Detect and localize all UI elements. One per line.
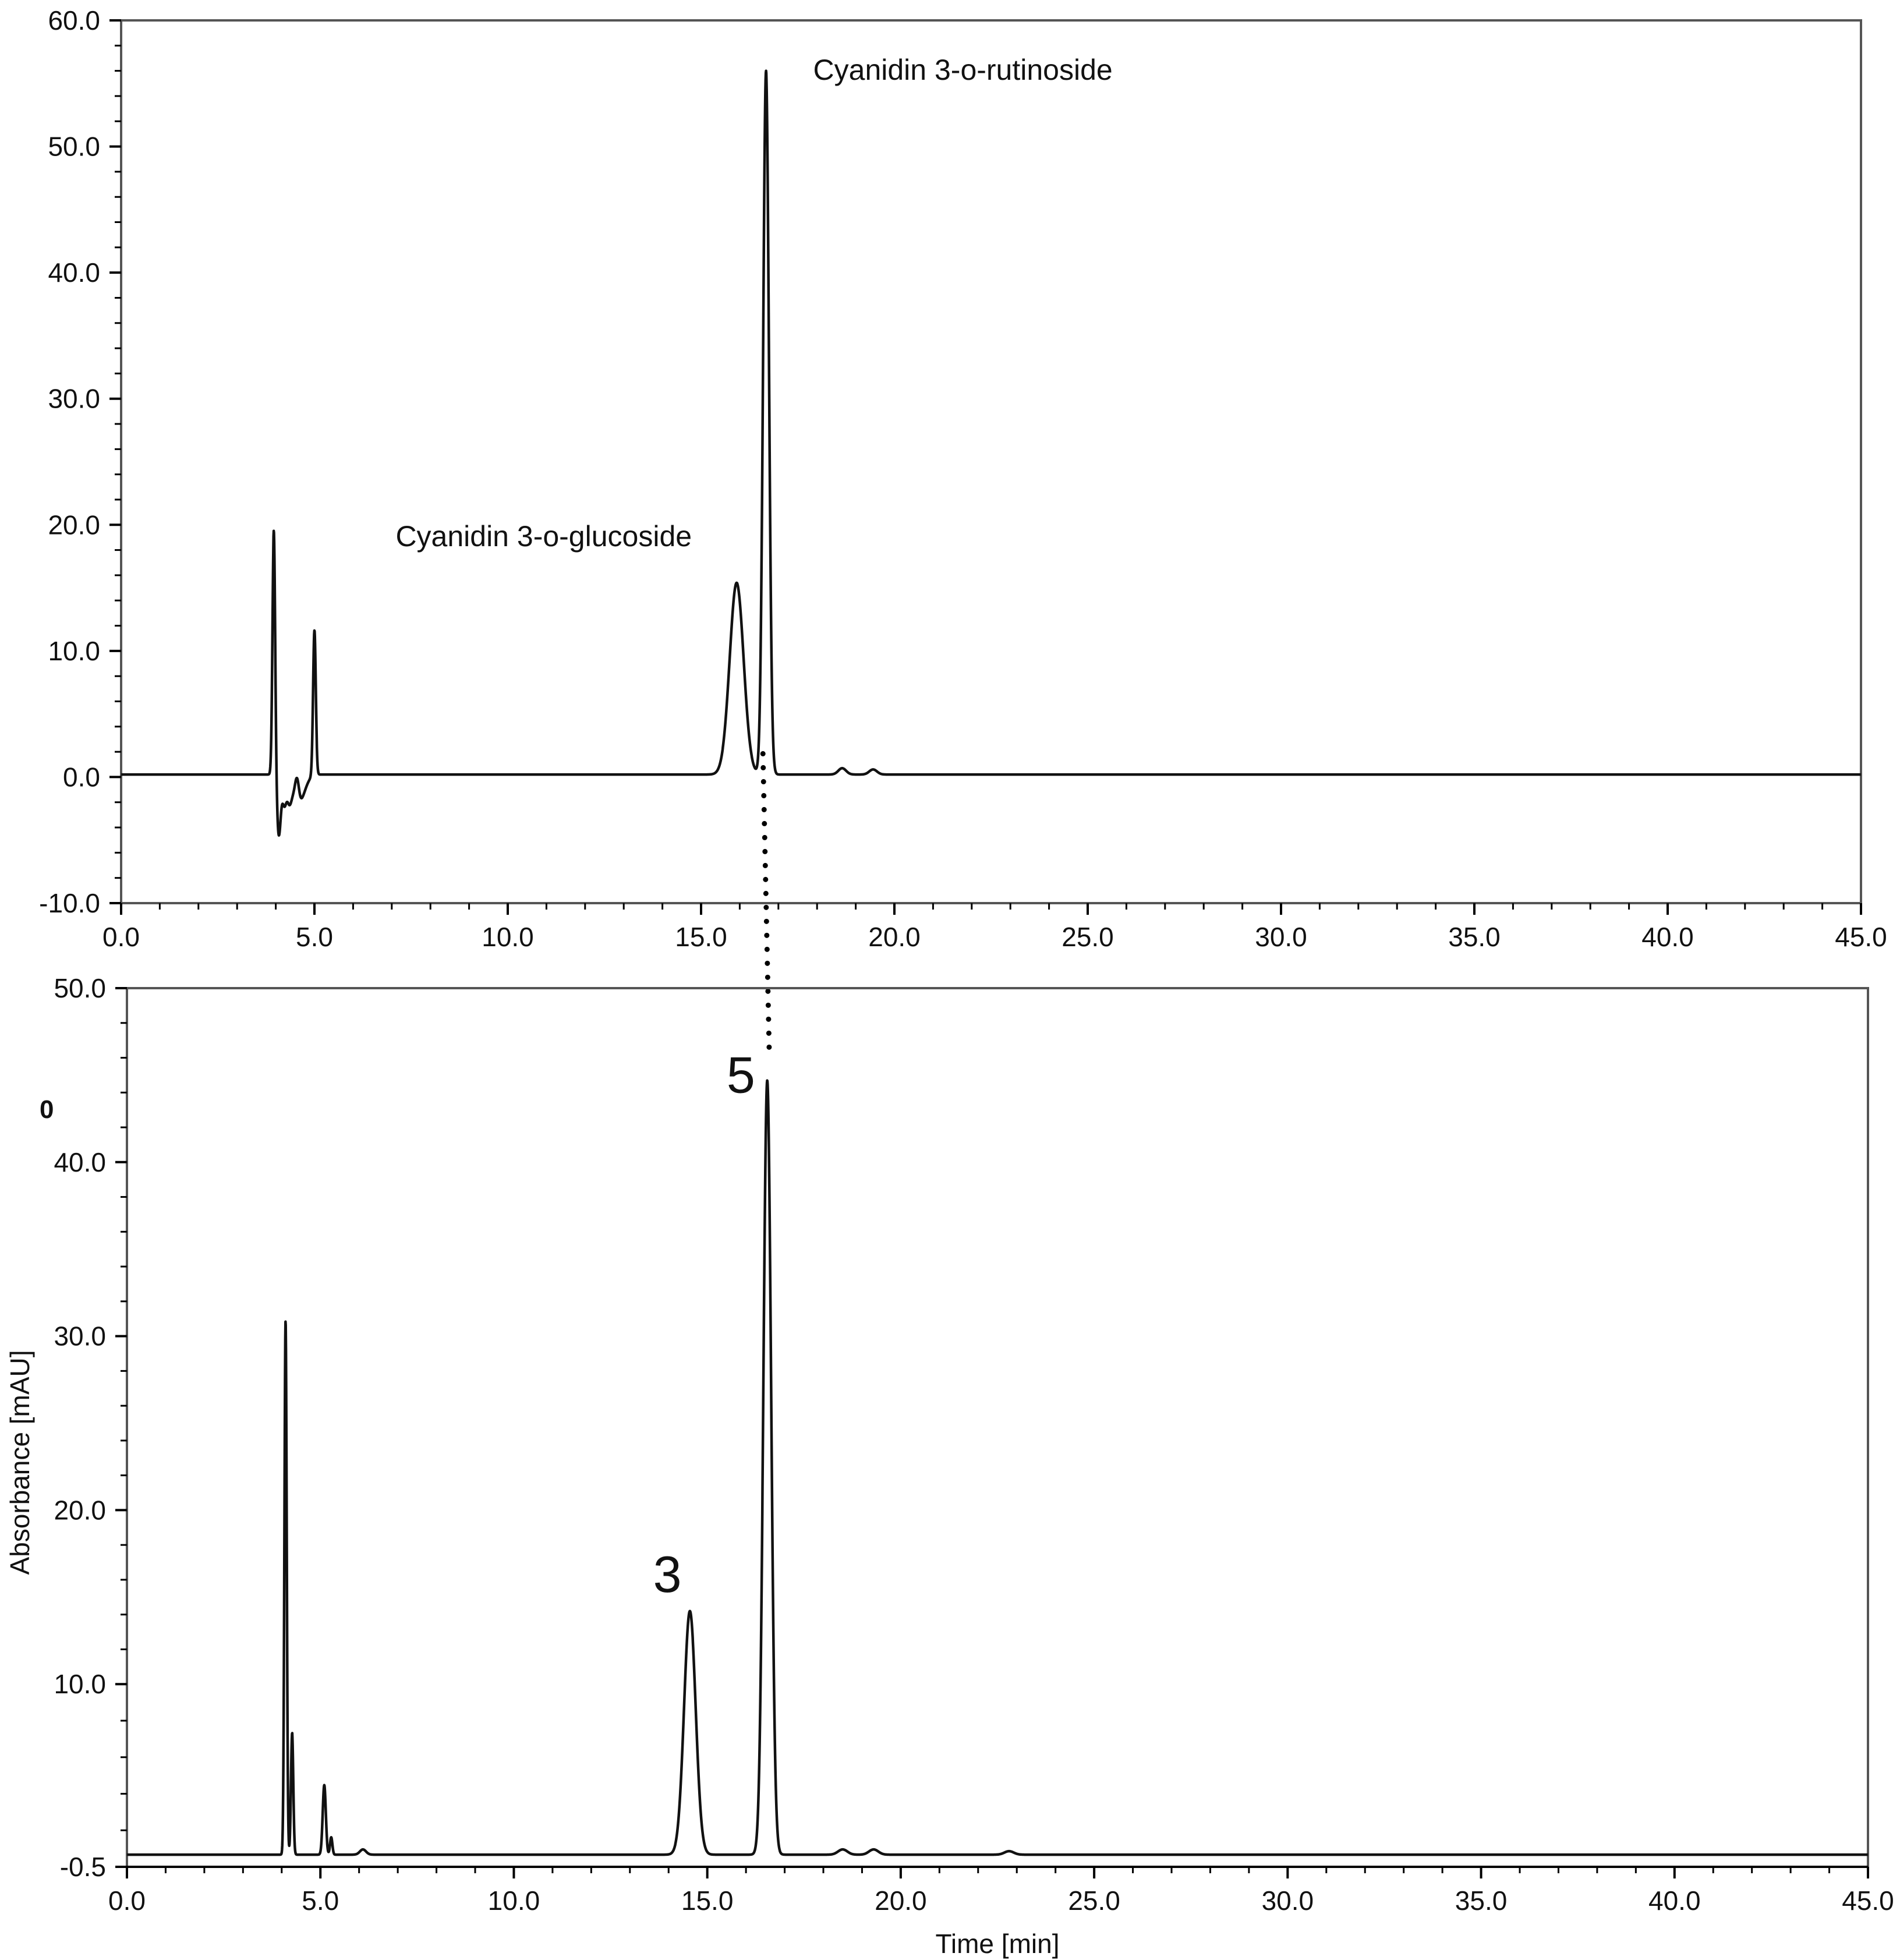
x-tick-label: 30.0 [1255, 922, 1307, 952]
x-tick-label: 10.0 [488, 1885, 540, 1916]
x-tick-label: 15.0 [675, 922, 727, 952]
chart-bottom-annotation-peak-5: 5 [727, 1046, 755, 1103]
chart-bottom-x-ticks: 0.0 5.0 10.0 15.0 20.0 25.0 30.0 35.0 40.0 45.0 [108, 1867, 1894, 1916]
x-tick-label: 5.0 [296, 922, 333, 952]
y-tick-label: 0.0 [63, 762, 100, 792]
x-tick-label: 45.0 [1842, 1885, 1894, 1916]
x-tick-label: 30.0 [1262, 1885, 1314, 1916]
y-tick-label: 40.0 [48, 257, 100, 288]
y-tick-label: 60.0 [48, 5, 100, 36]
y-tick-label: 30.0 [54, 1321, 106, 1352]
y-tick-label: 20.0 [54, 1495, 106, 1525]
x-tick-label: 20.0 [875, 1885, 927, 1916]
y-tick-label: 10.0 [54, 1669, 106, 1699]
x-tick-label: 45.0 [1835, 922, 1887, 952]
y-tick-label: 40.0 [54, 1147, 106, 1177]
x-tick-label: 5.0 [302, 1885, 339, 1916]
y-tick-label: 30.0 [48, 384, 100, 414]
chart-bottom-side-label: 0 [40, 1095, 54, 1124]
x-tick-label: 35.0 [1455, 1885, 1508, 1916]
chart-bottom-annotation-peak-3: 3 [653, 1545, 682, 1603]
chart-top-x-ticks: 0.0 5.0 10.0 15.0 20.0 25.0 30.0 35.0 40.0 45.0 [102, 903, 1887, 952]
chart-top-trace [120, 69, 1862, 837]
x-tick-label: 10.0 [482, 922, 534, 952]
chart-top-frame [120, 19, 1862, 904]
chart-bottom: -0.5 10.0 20.0 30.0 40.0 50.0 0.0 5.0 10.0 15.0 2… [5, 973, 1894, 1959]
x-tick-label: 0.0 [108, 1885, 146, 1916]
x-tick-label: 20.0 [868, 922, 921, 952]
chart-bottom-y-ticks: -0.5 10.0 20.0 30.0 40.0 50.0 [54, 973, 127, 1882]
x-tick-label: 40.0 [1648, 1885, 1701, 1916]
chart-bottom-y-axis-title: Absorbance [mAU] [5, 1350, 35, 1575]
y-tick-label: 50.0 [48, 132, 100, 162]
chart-bottom-x-axis-title: Time [min] [936, 1929, 1060, 1959]
chart-top: -10.00.010.020.030.040.050.060.0 0.0 5.0 1… [39, 5, 1887, 952]
y-tick-label: 20.0 [48, 510, 100, 540]
x-tick-label: 35.0 [1448, 922, 1501, 952]
y-tick-label: -10.0 [39, 888, 100, 918]
x-tick-label: 25.0 [1062, 922, 1114, 952]
y-tick-label: 50.0 [54, 973, 106, 1003]
chart-top-annotation-glucoside: Cyanidin 3-o-glucoside [395, 520, 692, 553]
x-tick-label: 25.0 [1068, 1885, 1120, 1916]
y-tick-label: -0.5 [60, 1852, 106, 1882]
chart-top-annotation-rutinoside: Cyanidin 3-o-rutinoside [813, 54, 1113, 86]
x-tick-label: 15.0 [681, 1885, 734, 1916]
chart-top-y-ticks: -10.0 0.0 10.0 20.0 30.0 40.0 50.0 60.0 [39, 5, 121, 918]
chart-bottom-trace [126, 1079, 1869, 1856]
y-tick-label: 10.0 [48, 636, 100, 666]
x-tick-label: 40.0 [1641, 922, 1694, 952]
x-tick-label: 0.0 [102, 922, 140, 952]
